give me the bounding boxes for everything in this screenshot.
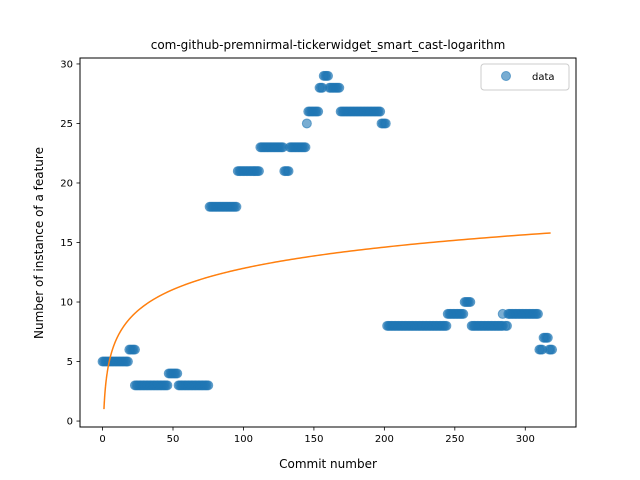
data-point: [380, 118, 391, 129]
x-tick-label: 300: [516, 434, 535, 445]
data-point: [283, 166, 294, 177]
x-tick-label: 200: [375, 434, 394, 445]
x-tick-label: 50: [167, 434, 180, 445]
x-tick-label: 100: [234, 434, 253, 445]
data-point: [253, 166, 264, 177]
fit-line: [103, 232, 551, 410]
x-axis-label: Commit number: [279, 457, 377, 471]
data-point: [122, 356, 133, 367]
y-tick-label: 0: [67, 417, 73, 428]
data-point: [172, 368, 183, 379]
data-point: [231, 201, 242, 212]
data-point: [300, 142, 311, 153]
data-point: [441, 320, 452, 331]
data-point: [501, 320, 512, 331]
plot-data: [97, 70, 558, 410]
data-point: [323, 70, 333, 81]
y-tick-label: 25: [60, 119, 73, 130]
y-tick-label: 15: [60, 238, 73, 249]
data-point: [465, 297, 476, 308]
legend-marker-data: [501, 71, 511, 81]
data-point: [532, 308, 543, 319]
data-point: [542, 332, 553, 343]
legend-box: [480, 63, 570, 91]
legend: data: [480, 63, 570, 91]
data-point: [497, 308, 508, 319]
data-point: [334, 82, 345, 93]
x-tick-label: 250: [445, 434, 464, 445]
data-point: [203, 380, 214, 391]
y-axis-label: Number of instance of a feature: [32, 147, 46, 339]
legend-label-data: data: [532, 72, 555, 83]
y-tick-label: 5: [67, 357, 73, 368]
y-tick-label: 30: [60, 59, 73, 70]
chart-title: com-github-premnirmal-tickerwidget_smart…: [151, 38, 506, 52]
x-tick-label: 150: [304, 434, 323, 445]
y-tick-label: 10: [60, 298, 73, 309]
data-point: [458, 308, 469, 319]
data-point: [129, 344, 140, 355]
data-point: [162, 380, 173, 391]
y-tick-label: 20: [60, 178, 73, 189]
x-tick-label: 0: [99, 434, 105, 445]
data-point: [301, 118, 312, 129]
data-point: [313, 106, 324, 117]
data-point: [547, 344, 558, 355]
axes: 0 50 100 150 200 250 300 0 5 10 15 20 25 30: [60, 57, 577, 445]
data-point: [375, 106, 386, 117]
